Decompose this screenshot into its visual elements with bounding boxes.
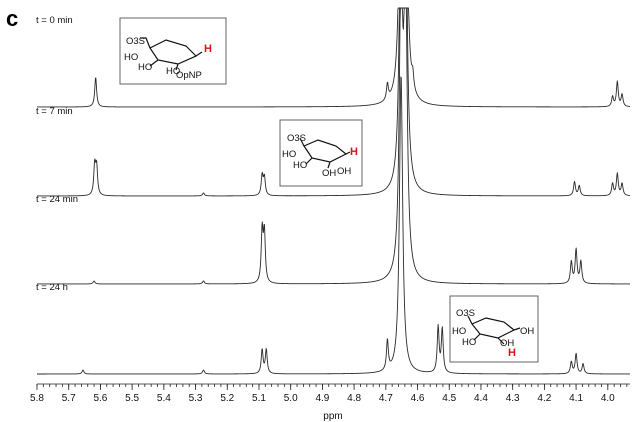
atom-ho-1: HO bbox=[124, 52, 138, 63]
spectrum-trace bbox=[36, 7, 631, 197]
atom-oh-1: OH bbox=[322, 168, 336, 179]
atom-ho-2: HO bbox=[138, 62, 152, 73]
trace-label: t = 7 min bbox=[36, 106, 73, 117]
anomeric-h: H bbox=[350, 146, 358, 158]
x-tick-label: 4.5 bbox=[442, 393, 456, 404]
spectrum-trace bbox=[36, 7, 631, 285]
x-axis-title: ppm bbox=[323, 411, 342, 422]
atom-o3s: O3S bbox=[126, 36, 145, 47]
x-tick-label: 5.8 bbox=[30, 393, 44, 404]
x-tick-label: 4.6 bbox=[411, 393, 425, 404]
x-tick-label: 4.9 bbox=[315, 393, 329, 404]
x-tick-label: 5.6 bbox=[93, 393, 107, 404]
x-tick-label: 5.1 bbox=[252, 393, 266, 404]
atom-ho-1: HO bbox=[282, 149, 296, 160]
atom-o3s: O3S bbox=[456, 308, 475, 319]
structure-inset-t0: O3S HO HO HO OpNP H bbox=[119, 17, 227, 85]
x-tick-label: 5.4 bbox=[157, 393, 171, 404]
trace-label: t = 24 min bbox=[36, 194, 78, 205]
atom-oh-2: OH bbox=[337, 166, 351, 177]
ring-bonds bbox=[299, 137, 351, 169]
atom-ho-3: HO bbox=[166, 66, 180, 77]
x-tick-label: 4.7 bbox=[379, 393, 393, 404]
atom-oh-2: OH bbox=[500, 338, 514, 349]
atom-ho-1: HO bbox=[452, 326, 466, 337]
x-tick-label: 4.0 bbox=[601, 393, 615, 404]
x-tick-label: 5.0 bbox=[284, 393, 298, 404]
spectrum-trace bbox=[36, 7, 631, 108]
anomeric-h: H bbox=[204, 43, 212, 55]
ring-bonds bbox=[140, 37, 203, 71]
x-tick-label: 5.5 bbox=[125, 393, 139, 404]
spectra-traces bbox=[36, 7, 631, 375]
spectrum-trace bbox=[36, 76, 631, 375]
trace-label: t = 0 min bbox=[36, 15, 73, 26]
atom-opnp: OpNP bbox=[176, 70, 202, 81]
x-tick-label: 5.7 bbox=[62, 393, 76, 404]
ring-bonds bbox=[467, 315, 521, 345]
trace-label: t = 24 h bbox=[36, 282, 68, 293]
trace-labels: t = 0 min t = 7 min t = 24 min t = 24 h bbox=[36, 15, 78, 293]
structure-inset-t24h: O3S HO HO OH OH H bbox=[449, 295, 539, 363]
x-tick-label: 4.3 bbox=[506, 393, 520, 404]
panel-label: c bbox=[6, 6, 18, 31]
x-tick-label: 5.3 bbox=[189, 393, 203, 404]
structure-inset-t7: O3S HO HO OH OH H bbox=[279, 119, 363, 187]
x-axis: 5.8 5.7 5.6 5.5 5.4 5.3 5.2 5.1 5.0 4.9 4.8 4.7 4.6 4… bbox=[30, 383, 630, 404]
anomeric-h: H bbox=[508, 347, 516, 359]
x-tick-label: 4.2 bbox=[537, 393, 551, 404]
x-tick-label: 4.4 bbox=[474, 393, 488, 404]
x-tick-label: 5.2 bbox=[220, 393, 234, 404]
x-tick-label: 4.8 bbox=[347, 393, 361, 404]
atom-ho-2: HO bbox=[462, 337, 476, 348]
x-tick-label: 4.1 bbox=[569, 393, 583, 404]
atom-o3s: O3S bbox=[287, 133, 306, 144]
atom-ho-2: HO bbox=[293, 160, 307, 171]
atom-oh-1: OH bbox=[520, 326, 534, 337]
